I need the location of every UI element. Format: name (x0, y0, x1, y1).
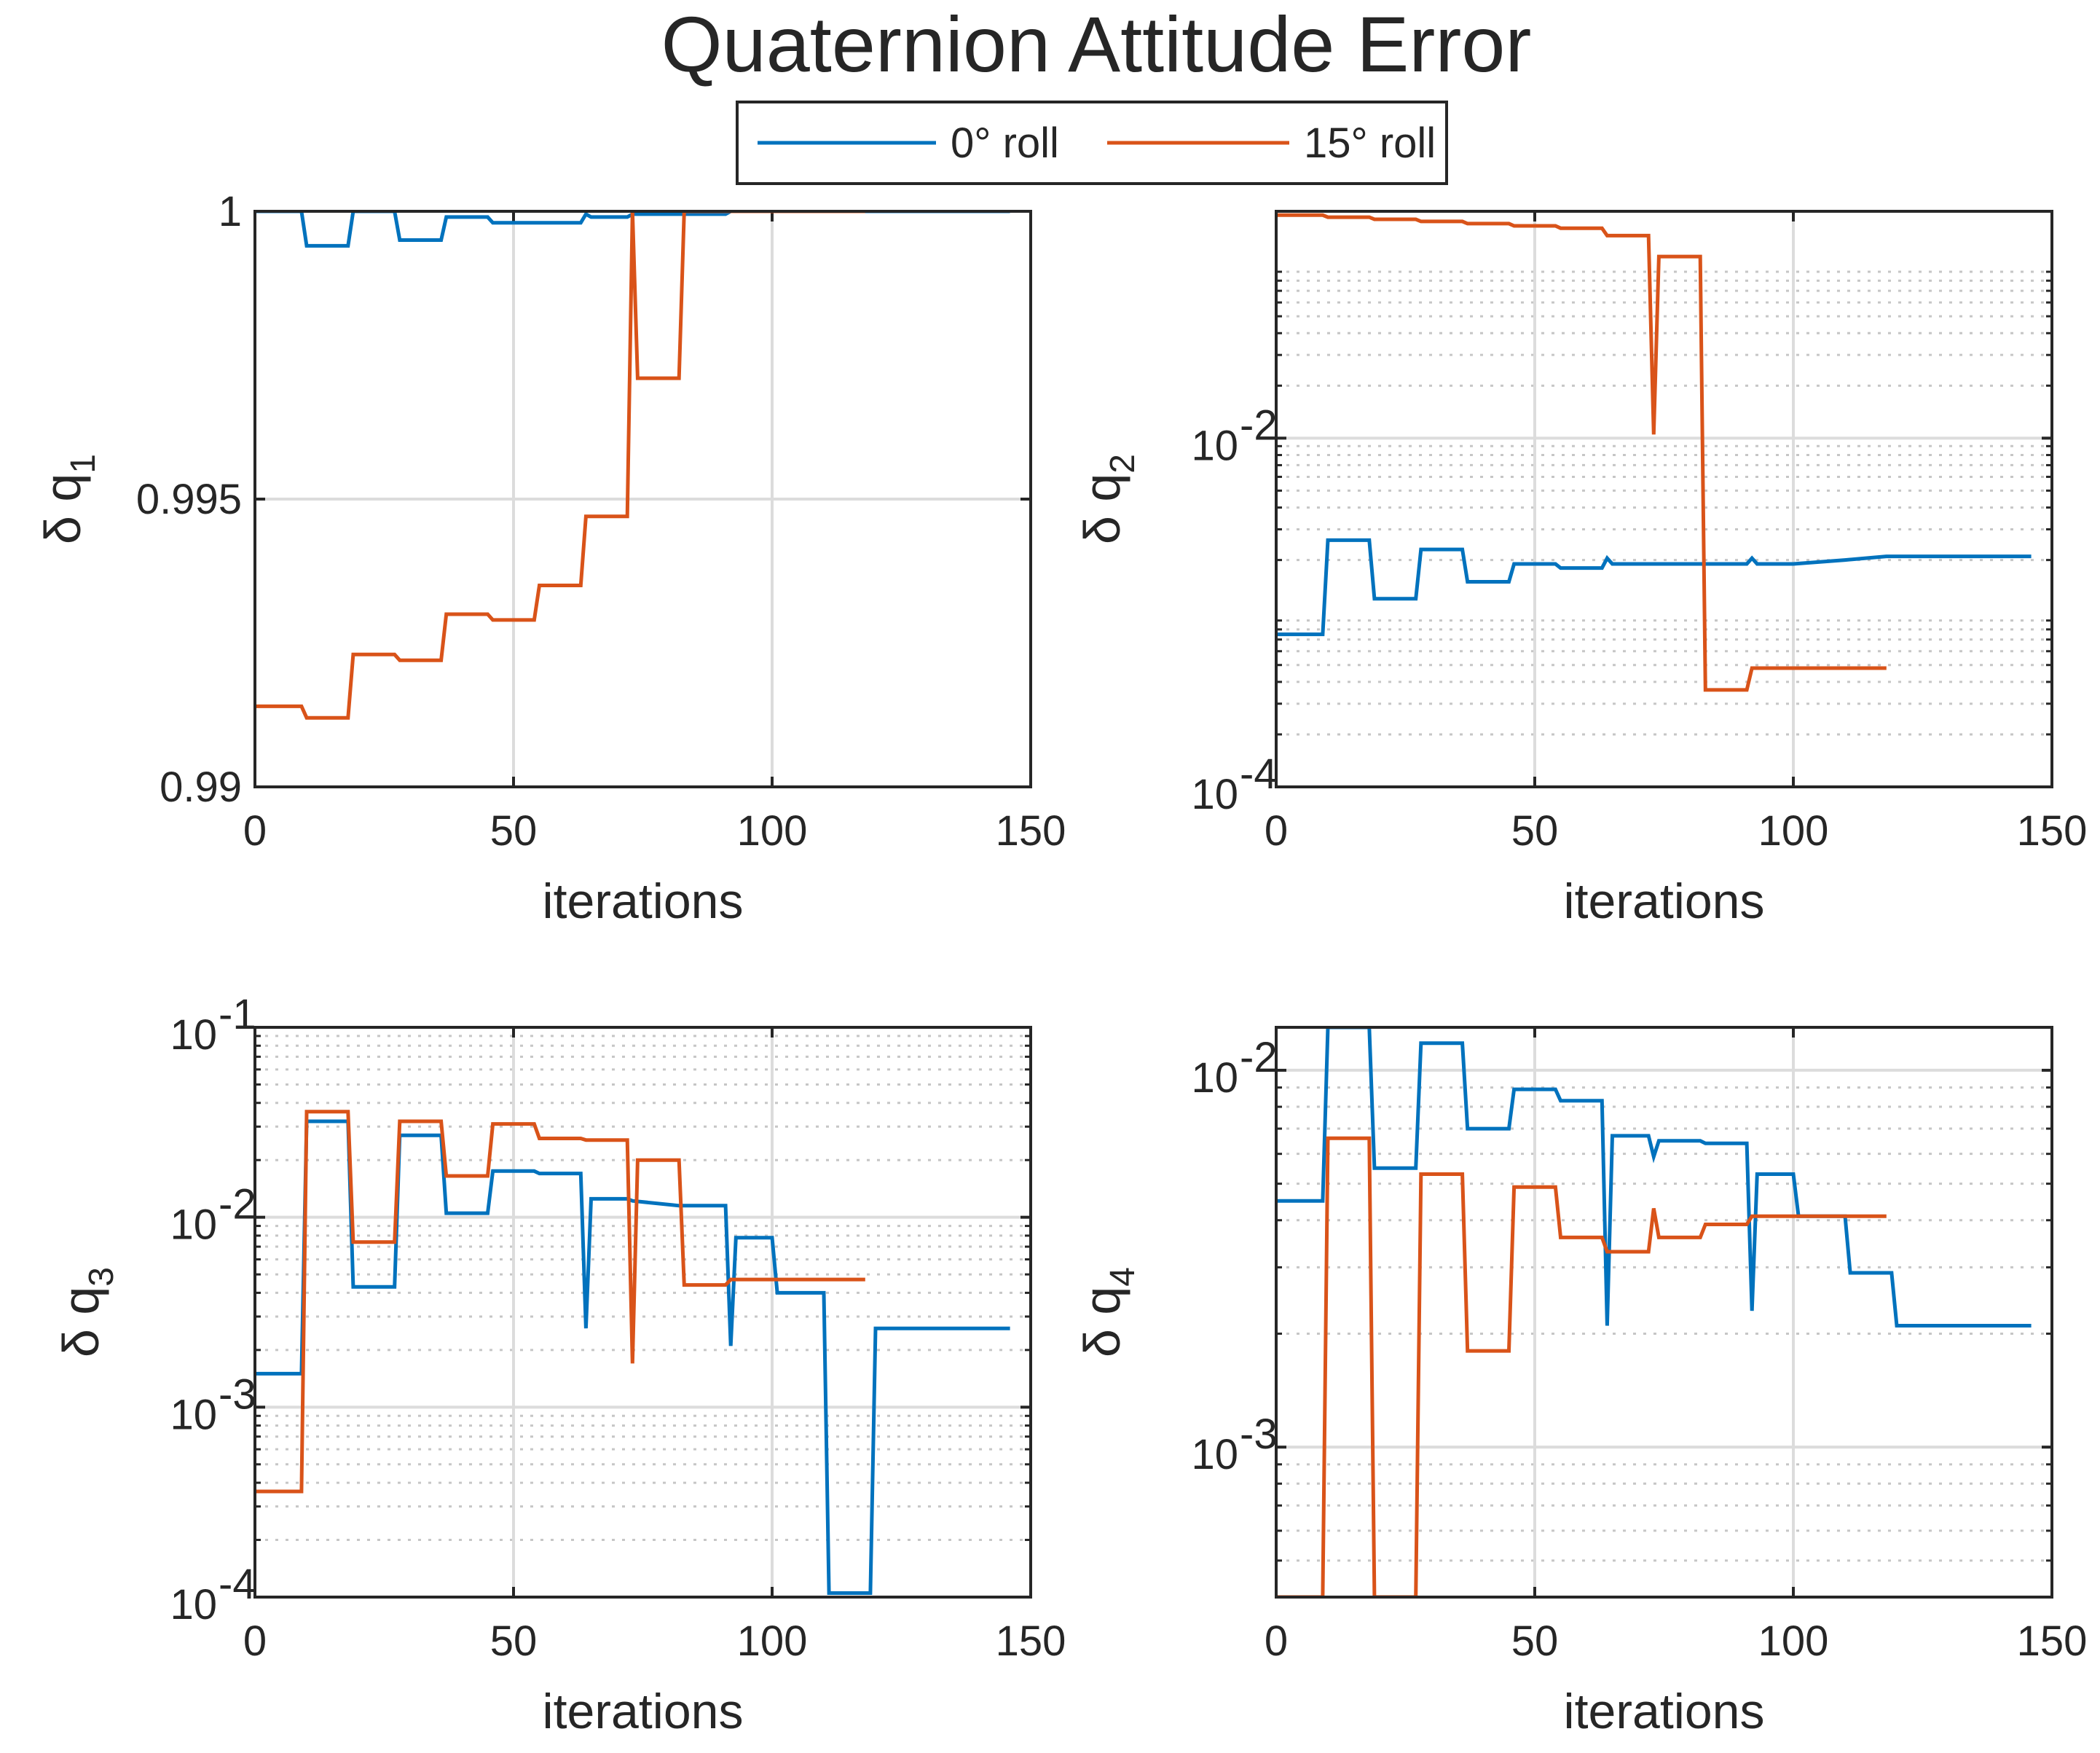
x-tick-label: 100 (737, 1617, 808, 1665)
y-axis-label: δ q3 (52, 1267, 121, 1357)
y-tick-label: 10 (1191, 771, 1238, 818)
y-tick-label: 10 (1191, 422, 1238, 469)
x-tick-label: 50 (1511, 807, 1559, 855)
legend-label-0: 0° roll (951, 119, 1059, 167)
axes-bg-q4 (1276, 1027, 2052, 1597)
y-tick-label: 0.99 (160, 764, 242, 811)
x-axis-label: iterations (543, 1684, 744, 1739)
axes-bg-q3 (255, 1027, 1031, 1597)
x-tick-label: 100 (1758, 1617, 1829, 1665)
x-axis-label: iterations (543, 874, 744, 929)
x-tick-label: 100 (737, 807, 808, 855)
y-tick-label: 10 (1191, 1054, 1238, 1102)
x-tick-label: 100 (1758, 807, 1829, 855)
series-line-q3-1 (255, 1110, 865, 1494)
x-tick-label: 0 (1265, 1617, 1288, 1665)
series-line-q4-1 (1276, 1136, 1887, 1597)
x-tick-label: 50 (1511, 1617, 1559, 1665)
x-tick-label: 150 (2017, 807, 2088, 855)
y-tick-label: 10 (1191, 1431, 1238, 1478)
y-tick-exponent: -3 (1240, 1411, 1278, 1458)
series-line-q1-1 (255, 211, 865, 720)
x-tick-label: 150 (996, 807, 1066, 855)
axes-frame-q2 (1275, 210, 2053, 788)
y-axis-label: δ q1 (34, 454, 103, 544)
axes-frame-q1 (253, 210, 1032, 788)
y-tick-exponent: -2 (1240, 1034, 1278, 1081)
x-tick-label: 150 (996, 1617, 1066, 1665)
y-tick-exponent: -4 (1240, 750, 1278, 798)
y-tick-label: 0.995 (136, 476, 242, 523)
x-tick-label: 150 (2017, 1617, 2088, 1665)
y-tick-label: 10 (170, 1581, 217, 1628)
legend[interactable]: 0° roll 15° roll (736, 101, 1448, 185)
y-tick-exponent: -2 (219, 1181, 256, 1228)
x-axis-label: iterations (1564, 874, 1765, 929)
y-tick-exponent: -1 (219, 991, 256, 1038)
y-tick-label: 1 (219, 188, 242, 235)
y-tick-label: 10 (170, 1391, 217, 1438)
axes-frame-q3 (253, 1026, 1032, 1599)
y-tick-label: 10 (170, 1201, 217, 1249)
x-tick-label: 0 (243, 1617, 267, 1665)
series-line-q2-0 (1276, 538, 2032, 637)
axes-frame-q4 (1275, 1026, 2053, 1599)
axes-bg-q2 (1276, 211, 2052, 787)
x-tick-label: 0 (1265, 807, 1288, 855)
series-line-q2-1 (1276, 213, 1887, 692)
y-tick-label: 10 (170, 1011, 217, 1059)
x-axis-label: iterations (1564, 1684, 1765, 1739)
x-tick-label: 50 (490, 1617, 538, 1665)
y-tick-exponent: -2 (1240, 401, 1278, 449)
subplot-q1: 0.99 0.995 1 0 50 100 150 iterations δ q1 (34, 188, 1066, 929)
legend-label-1: 15° roll (1304, 119, 1436, 167)
series-line-q3-0 (255, 1119, 1010, 1595)
x-tick-label: 50 (490, 807, 538, 855)
y-tick-exponent: -4 (219, 1561, 256, 1608)
figure-title: Quaternion Attitude Error (661, 0, 1532, 88)
y-tick-exponent: -3 (219, 1370, 256, 1418)
y-axis-label: δ q4 (1074, 1267, 1142, 1357)
x-tick-label: 0 (243, 807, 267, 855)
y-axis-label: δ q2 (1074, 454, 1142, 544)
